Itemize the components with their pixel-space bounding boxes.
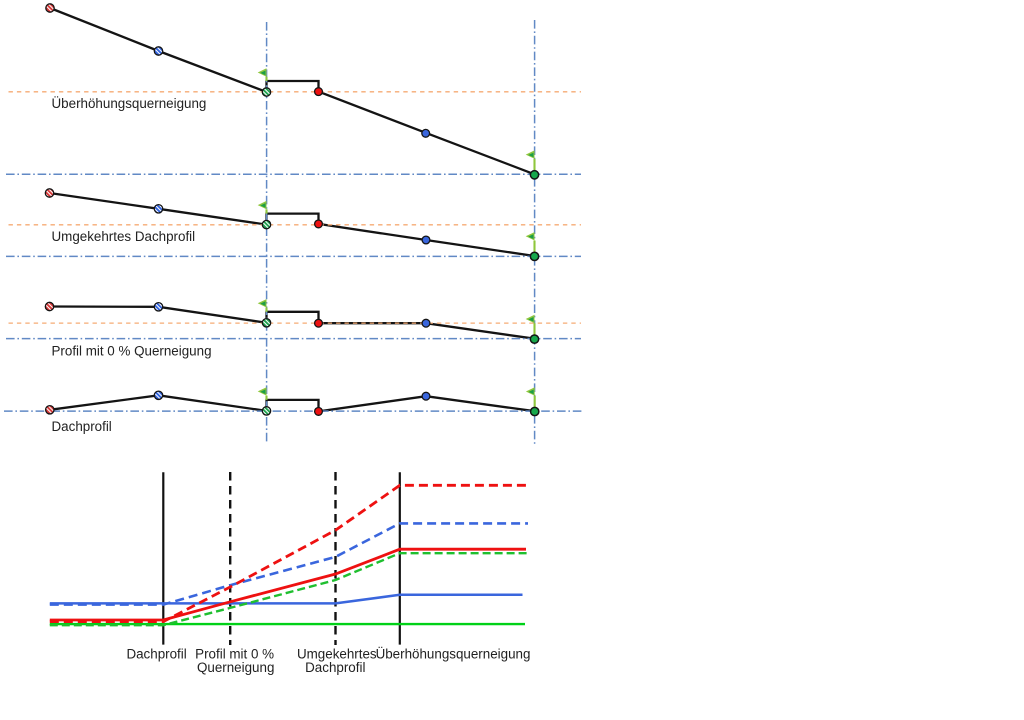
svg-text:Umgekehrtes: Umgekehrtes <box>297 646 377 661</box>
svg-text:Querneigung: Querneigung <box>197 660 274 675</box>
svg-text:Dachprofil: Dachprofil <box>52 419 112 434</box>
svg-text:Umgekehrtes Dachprofil: Umgekehrtes Dachprofil <box>52 229 196 244</box>
svg-text:Profil mit 0 % Querneigung: Profil mit 0 % Querneigung <box>52 344 212 359</box>
svg-text:Überhöhungsquerneigung: Überhöhungsquerneigung <box>376 646 531 661</box>
svg-text:Dachprofil: Dachprofil <box>305 660 365 675</box>
svg-text:Überhöhungsquerneigung: Überhöhungsquerneigung <box>52 96 207 111</box>
svg-text:Profil mit 0 %: Profil mit 0 % <box>195 646 274 661</box>
svg-text:Dachprofil: Dachprofil <box>126 646 186 661</box>
